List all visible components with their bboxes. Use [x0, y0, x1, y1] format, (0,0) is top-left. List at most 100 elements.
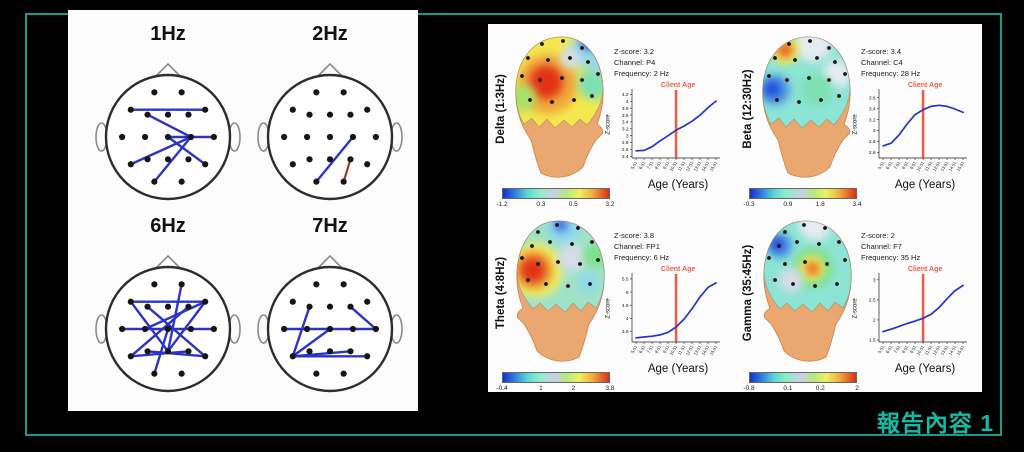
colorbar-tick: 0.3 — [536, 201, 546, 208]
x-tick-label: 6.51 — [885, 160, 894, 170]
band-label: Beta (12:30Hz) — [742, 69, 754, 149]
client-age-label: Client Age — [908, 266, 942, 273]
electrode-dot — [202, 161, 209, 168]
topo-head-figure — [257, 62, 403, 201]
x-tick-label: 12.51 — [684, 344, 694, 356]
topo-map-1hz: 1Hz — [87, 23, 249, 219]
connectivity-panel: 1Hz 2Hz 6Hz 7Hz — [68, 10, 418, 411]
channel-value: Channel: F7 — [861, 242, 902, 251]
scalp-heatmap — [762, 36, 850, 128]
x-tick-label: 8.51 — [654, 344, 663, 354]
x-tick-label: 12.51 — [931, 344, 941, 356]
x-tick-label: 5.51 — [877, 344, 886, 354]
frequency-value: Frequency: 6 Hz — [614, 253, 670, 262]
connectivity-line — [129, 135, 193, 166]
topo-title: 6Hz — [150, 215, 186, 237]
electrode-dot — [127, 106, 134, 113]
zscore-age-chart: Client Age 2.6 2.8 3 3.2 3.4 3.6 5.51 6.51 7.51 8.… — [853, 82, 967, 172]
electrode-dot — [289, 161, 296, 168]
y-tick-label: 3.8 — [622, 106, 629, 112]
x-tick-label: 6.51 — [638, 160, 647, 170]
electrode-dot — [144, 303, 151, 310]
connectivity-line — [349, 305, 378, 331]
colorbar — [502, 372, 610, 383]
electrode-dot — [326, 303, 334, 310]
y-tick-label: 1.5 — [869, 338, 876, 344]
electrode-dot — [185, 111, 192, 118]
electrode-dot — [144, 348, 151, 355]
x-tick-label: 10.51 — [668, 160, 678, 172]
electrode-dot — [347, 156, 354, 163]
head-heatmap-figure — [763, 220, 852, 362]
electrode-dot — [313, 370, 320, 377]
connectivity-line — [315, 135, 355, 183]
electrode-dots — [520, 223, 600, 288]
electrode-dot — [306, 303, 313, 310]
x-tick-label: 7.51 — [646, 344, 655, 354]
x-tick-label: 6.51 — [638, 344, 647, 354]
electrode-dot — [185, 303, 192, 310]
electrode-dot — [289, 298, 296, 305]
y-tick-label: 3.5 — [622, 329, 629, 335]
x-tick-label: 10.51 — [915, 344, 925, 356]
topo-title: 7Hz — [312, 215, 348, 237]
electrode-dot — [164, 303, 172, 310]
colorbar — [502, 188, 610, 199]
x-tick-label: 8.51 — [901, 160, 910, 170]
zscore-curve — [635, 100, 717, 152]
x-tick-label: 13.51 — [692, 160, 702, 172]
band-quadrant-gamma: Gamma (35:45Hz) -0.8 0.1 0.2 2 Z-score: 2 C… — [735, 208, 982, 392]
band-info: Z-score: 3.4 Channel: C4 Frequency: 28 H… — [861, 46, 920, 79]
electrode-dot — [202, 298, 209, 305]
y-tick-label: 2.8 — [622, 140, 629, 146]
channel-value: Channel: P4 — [614, 58, 656, 67]
electrode-dot — [164, 156, 172, 163]
electrode-dot — [178, 370, 185, 377]
x-tick-label: 9.51 — [909, 344, 918, 354]
electrode-dot — [202, 106, 209, 113]
y-axis-label: Z-score — [853, 114, 859, 135]
y-tick-label: 3.6 — [869, 95, 876, 101]
x-tick-label: 12.51 — [684, 160, 694, 172]
x-axis-label: Age (Years) — [894, 363, 956, 375]
y-tick-label: 4.5 — [622, 303, 629, 309]
zscore-age-chart: Client Age 2.42.62.833.23.43.63.844.2 5.51… — [606, 82, 720, 172]
y-tick-label: 4.2 — [622, 92, 629, 98]
x-tick-label: 14.51 — [947, 344, 957, 356]
colorbar-tick: -0.8 — [743, 385, 755, 392]
client-age-label: Client Age — [661, 82, 695, 89]
electrode-dot — [151, 178, 158, 185]
y-tick-label: 2.4 — [622, 154, 629, 160]
electrode-dot — [340, 370, 347, 377]
electrode-dot — [178, 178, 185, 185]
y-tick-label: 5 — [626, 290, 629, 296]
x-tick-label: 15.51 — [955, 160, 965, 172]
electrode-dot — [364, 161, 371, 168]
zscore-age-chart: Client Age 3.5 4 4.5 5 5.5 5.51 6.51 7.51 8.51 9.5… — [606, 266, 720, 356]
electrode-dot — [119, 133, 126, 141]
electrode-dot — [119, 325, 126, 333]
band-quadrant-theta: Theta (4:8Hz) -0.4 1 2 3.8 Z-score: 3.8 Cha… — [488, 208, 735, 392]
y-tick-label: 3 — [626, 133, 629, 139]
colorbar-tick: 3.4 — [852, 201, 862, 208]
electrode-dots — [767, 39, 847, 104]
x-tick-label: 5.51 — [630, 160, 639, 170]
x-tick-label: 7.51 — [646, 160, 655, 170]
electrode-dot — [281, 133, 288, 141]
colorbar-ticks: -1.2 0.3 0.5 3.2 — [496, 201, 614, 211]
electrode-dot — [178, 281, 185, 288]
x-tick-label: 9.51 — [662, 344, 671, 354]
channel-value: Channel: C4 — [861, 58, 903, 67]
band-label: Gamma (35:45Hz) — [742, 244, 754, 342]
electrode-dot — [187, 325, 195, 333]
client-age-label: Client Age — [908, 82, 942, 89]
y-tick-label: 2 — [873, 318, 876, 324]
topo-head-figure — [95, 254, 241, 393]
zscore-curve — [882, 284, 964, 333]
x-tick-label: 6.51 — [885, 344, 894, 354]
electrode-dot — [313, 281, 320, 288]
electrode-dot — [151, 370, 158, 377]
electrode-dot — [313, 89, 320, 96]
y-tick-label: 2.8 — [869, 139, 876, 145]
y-tick-label: 2.6 — [869, 150, 876, 156]
